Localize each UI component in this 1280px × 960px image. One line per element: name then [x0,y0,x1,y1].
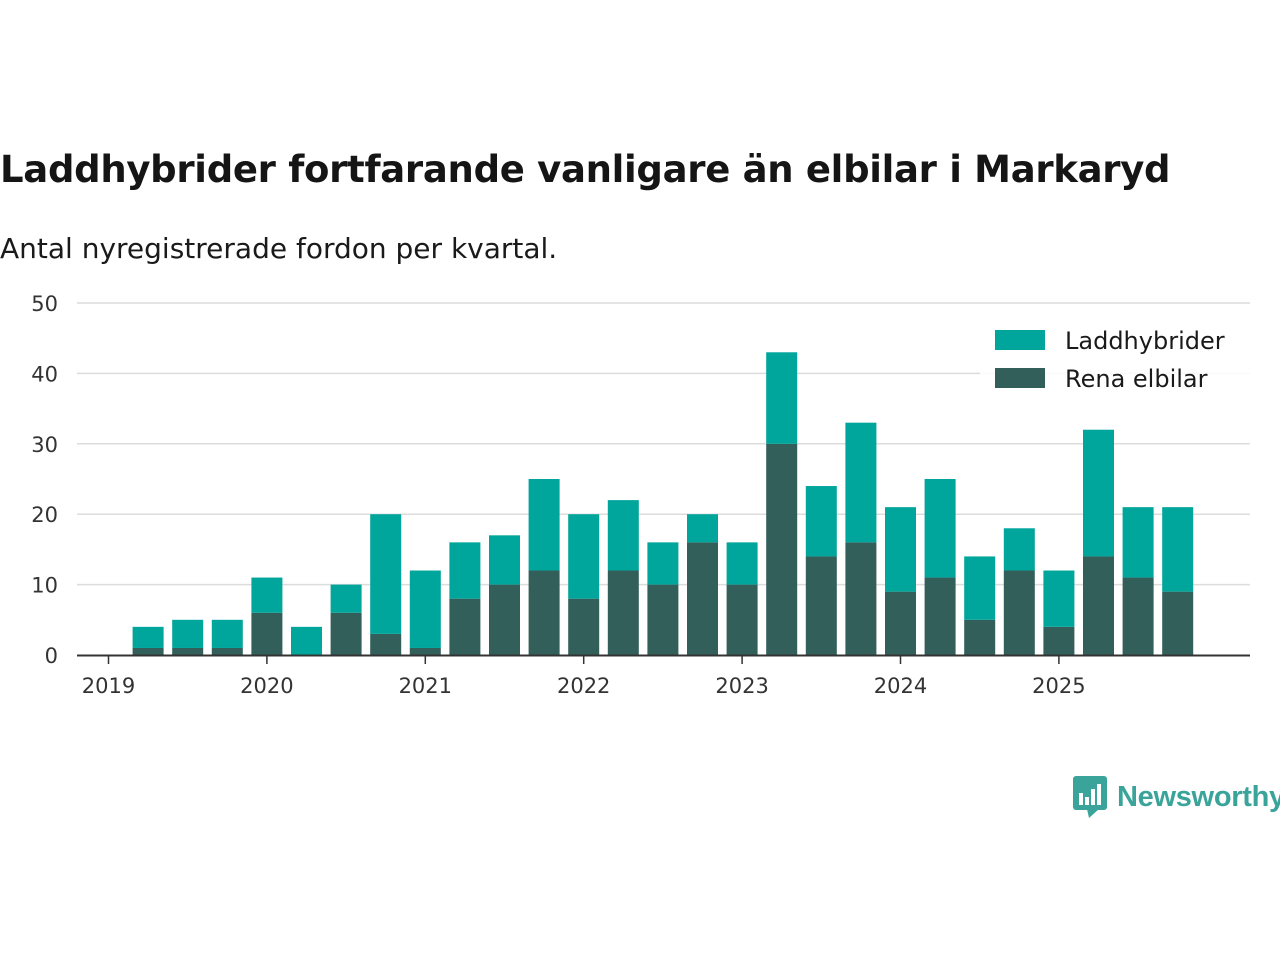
bar-laddhybrider [1122,507,1154,578]
x-tick-label: 2024 [874,674,927,698]
y-tick-label: 10 [31,574,58,598]
bar-laddhybrider [172,619,204,648]
bar-rena-elbilar [885,591,916,655]
bar-rena-elbilar [845,542,877,655]
bar-rena-elbilar [964,619,996,655]
bar-rena-elbilar [607,570,639,655]
bar-rena-elbilar [528,570,560,655]
newsworthy-logo-icon [1073,776,1107,818]
bar-rena-elbilar [449,598,481,655]
bar-rena-elbilar [1043,626,1075,655]
bar-rena-elbilar [172,647,204,655]
bar-rena-elbilar [489,584,520,655]
bar-rena-elbilar [726,584,758,655]
bar-rena-elbilar [687,542,718,655]
newsworthy-logo: Newsworthy [1073,776,1280,818]
x-axis-ticks: 2019 2020 2021 2022 2023 2024 2025 [82,655,1086,698]
bar-laddhybrider [528,479,560,571]
chart-subtitle: Antal nyregistrerade fordon per kvartal. [0,232,558,265]
bar-rena-elbilar [1162,591,1194,655]
bar-laddhybrider [647,542,679,585]
y-axis-ticks: 0 10 20 30 40 50 [31,292,58,668]
bar-rena-elbilar [924,577,956,655]
bar-laddhybrider [449,542,481,599]
bar-laddhybrider [370,514,402,634]
y-tick-label: 40 [31,362,58,386]
x-tick-label: 2020 [240,674,293,698]
bar-rena-elbilar [370,633,402,655]
y-tick-label: 30 [31,433,58,457]
bar-laddhybrider [845,422,877,543]
bar-laddhybrider [251,577,283,613]
bar-laddhybrider [805,486,837,557]
bar-laddhybrider [1162,507,1194,592]
bar-laddhybrider [132,626,164,648]
x-tick-label: 2022 [557,674,610,698]
bar-laddhybrider [291,626,322,655]
stacked-bar-chart: 0 10 20 30 40 50 2019 2020 2021 2022 2023 2024 2025… [31,292,1250,698]
legend: Laddhybrider Rena elbilar [980,323,1250,398]
bar-rena-elbilar [330,612,362,655]
y-tick-label: 0 [45,644,58,668]
chart-title: Laddhybrider fortfarande vanligare än el… [0,148,1171,191]
bar-rena-elbilar [1003,570,1035,655]
legend-label: Rena elbilar [1065,365,1208,393]
y-tick-label: 20 [31,503,58,527]
bar-laddhybrider [964,556,996,620]
bar-rena-elbilar [409,647,441,655]
bar-rena-elbilar [766,443,798,655]
bars [132,352,1194,655]
newsworthy-wordmark: Newsworthy [1117,780,1280,813]
y-tick-label: 50 [31,292,58,316]
bar-rena-elbilar [211,647,243,655]
x-tick-label: 2025 [1032,674,1085,698]
bar-laddhybrider [687,514,718,543]
bar-rena-elbilar [132,647,164,655]
bar-rena-elbilar [805,556,837,655]
bar-laddhybrider [489,535,520,585]
bar-laddhybrider [1043,570,1075,627]
legend-swatch [995,368,1045,388]
bar-laddhybrider [409,570,441,648]
bar-laddhybrider [607,500,639,571]
bar-laddhybrider [1083,429,1114,557]
bar-laddhybrider [568,514,600,599]
bar-rena-elbilar [568,598,600,655]
bar-rena-elbilar [251,612,283,655]
legend-label: Laddhybrider [1065,327,1225,355]
bar-rena-elbilar [647,584,679,655]
bar-rena-elbilar [1122,577,1154,655]
x-tick-label: 2021 [399,674,452,698]
bar-laddhybrider [330,584,362,613]
legend-swatch [995,330,1045,350]
bar-laddhybrider [924,479,956,578]
bar-laddhybrider [1003,528,1035,571]
x-tick-label: 2023 [715,674,768,698]
bar-laddhybrider [726,542,758,585]
x-tick-label: 2019 [82,674,135,698]
bar-laddhybrider [885,507,916,592]
bar-laddhybrider [766,352,798,444]
bar-rena-elbilar [1083,556,1114,655]
bar-laddhybrider [211,619,243,648]
